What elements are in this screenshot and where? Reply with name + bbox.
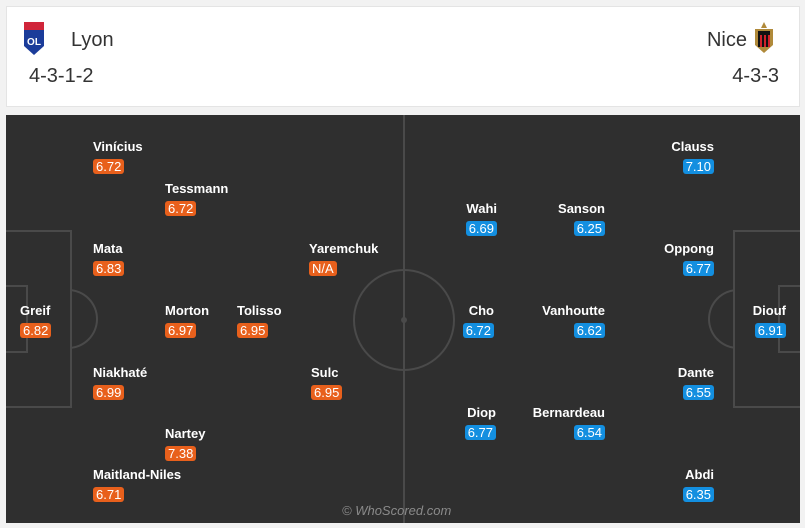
player-name: Niakhaté: [93, 365, 148, 380]
player-rating-badge: 6.25: [573, 221, 605, 236]
match-header: OL Lyon 4-3-1-2 Nice 4-3-3: [6, 6, 800, 107]
nice-crest-icon: [755, 22, 773, 53]
player-name: Oppong: [664, 241, 714, 256]
left-penalty-box: [6, 230, 72, 408]
home-player[interactable]: Niakhaté 6.99: [93, 365, 147, 400]
player-name: Dante: [677, 365, 714, 380]
home-player[interactable]: Morton 6.97: [165, 303, 209, 338]
player-name: Sanson: [558, 201, 605, 216]
player-rating-badge: 6.55: [682, 385, 714, 400]
player-rating-badge: 6.95: [237, 323, 269, 338]
player-name: Greif: [20, 303, 51, 318]
away-player[interactable]: Sanson 6.25: [558, 201, 605, 236]
player-name: Tolisso: [237, 303, 282, 318]
player-rating-badge: 7.10: [682, 159, 714, 174]
player-rating-badge: 6.72: [93, 159, 125, 174]
player-rating-badge: 6.35: [682, 487, 714, 502]
player-name: Clauss: [671, 139, 714, 154]
player-rating-badge: 6.91: [754, 323, 786, 338]
player-name: Diop: [467, 405, 496, 420]
away-player[interactable]: Abdi 6.35: [682, 467, 714, 502]
home-player[interactable]: Yaremchuk N/A: [309, 241, 378, 276]
player-rating-badge: 6.72: [165, 201, 197, 216]
player-name: Nartey: [165, 426, 206, 441]
player-name: Mata: [93, 241, 123, 256]
home-team-name[interactable]: Lyon: [71, 29, 114, 51]
player-name: Cho: [468, 303, 494, 318]
home-formation: 4-3-1-2: [29, 65, 94, 87]
away-player[interactable]: Oppong 6.77: [664, 241, 714, 276]
home-player[interactable]: Vinícius 6.72: [93, 139, 143, 174]
right-penalty-box: [733, 230, 800, 408]
player-rating-badge: N/A: [309, 261, 337, 276]
watermark: © WhoScored.com: [342, 503, 452, 518]
player-name: Abdi: [685, 467, 714, 482]
away-player[interactable]: Wahi 6.69: [465, 201, 497, 236]
player-name: Vanhoutte: [542, 303, 605, 318]
away-formation: 4-3-3: [732, 65, 779, 87]
center-circle: [353, 269, 455, 371]
home-player[interactable]: Tessmann 6.72: [165, 181, 228, 216]
away-player[interactable]: Dante 6.55: [678, 365, 714, 400]
player-rating-badge: 6.99: [93, 385, 125, 400]
player-name: Tessmann: [165, 181, 229, 196]
home-player[interactable]: Nartey 7.38: [165, 426, 205, 461]
away-player[interactable]: Diouf 6.91: [753, 303, 786, 338]
player-rating-badge: 6.77: [464, 425, 496, 440]
svg-text:OL: OL: [27, 37, 41, 48]
player-rating-badge: 6.69: [465, 221, 497, 236]
away-player[interactable]: Cho 6.72: [462, 303, 494, 338]
player-name: Diouf: [752, 303, 786, 318]
player-name: Sulc: [311, 365, 339, 380]
player-rating-badge: 6.83: [93, 261, 125, 276]
player-name: Yaremchuk: [309, 241, 379, 256]
home-player[interactable]: Maitland-Niles 6.71: [93, 467, 181, 502]
lyon-crest-icon: OL: [24, 22, 44, 55]
player-rating-badge: 6.97: [165, 323, 197, 338]
player-rating-badge: 6.62: [573, 323, 605, 338]
player-rating-badge: 6.72: [462, 323, 494, 338]
player-rating-badge: 6.95: [311, 385, 343, 400]
player-rating-badge: 6.82: [20, 323, 52, 338]
away-player[interactable]: Clauss 7.10: [671, 139, 714, 174]
home-player[interactable]: Sulc 6.95: [311, 365, 343, 400]
home-player[interactable]: Tolisso 6.95: [237, 303, 282, 338]
player-rating-badge: 6.77: [682, 261, 714, 276]
left-six-yard-box: [6, 285, 28, 353]
away-player[interactable]: Bernardeau 6.54: [533, 405, 605, 440]
away-team-name[interactable]: Nice: [706, 29, 747, 51]
center-spot: [401, 317, 407, 323]
player-rating-badge: 6.54: [573, 425, 605, 440]
player-name: Bernardeau: [532, 405, 605, 420]
player-name: Morton: [165, 303, 210, 318]
right-six-yard-box: [778, 285, 800, 353]
pitch: [6, 115, 800, 523]
player-rating-badge: 6.71: [93, 487, 125, 502]
away-player[interactable]: Diop 6.77: [464, 405, 496, 440]
player-name: Wahi: [466, 201, 497, 216]
away-player[interactable]: Vanhoutte 6.62: [542, 303, 605, 338]
player-rating-badge: 7.38: [165, 446, 197, 461]
home-player[interactable]: Mata 6.83: [93, 241, 125, 276]
player-name: Vinícius: [93, 139, 143, 154]
home-player[interactable]: Greif 6.82: [20, 303, 52, 338]
player-name: Maitland-Niles: [93, 467, 182, 482]
